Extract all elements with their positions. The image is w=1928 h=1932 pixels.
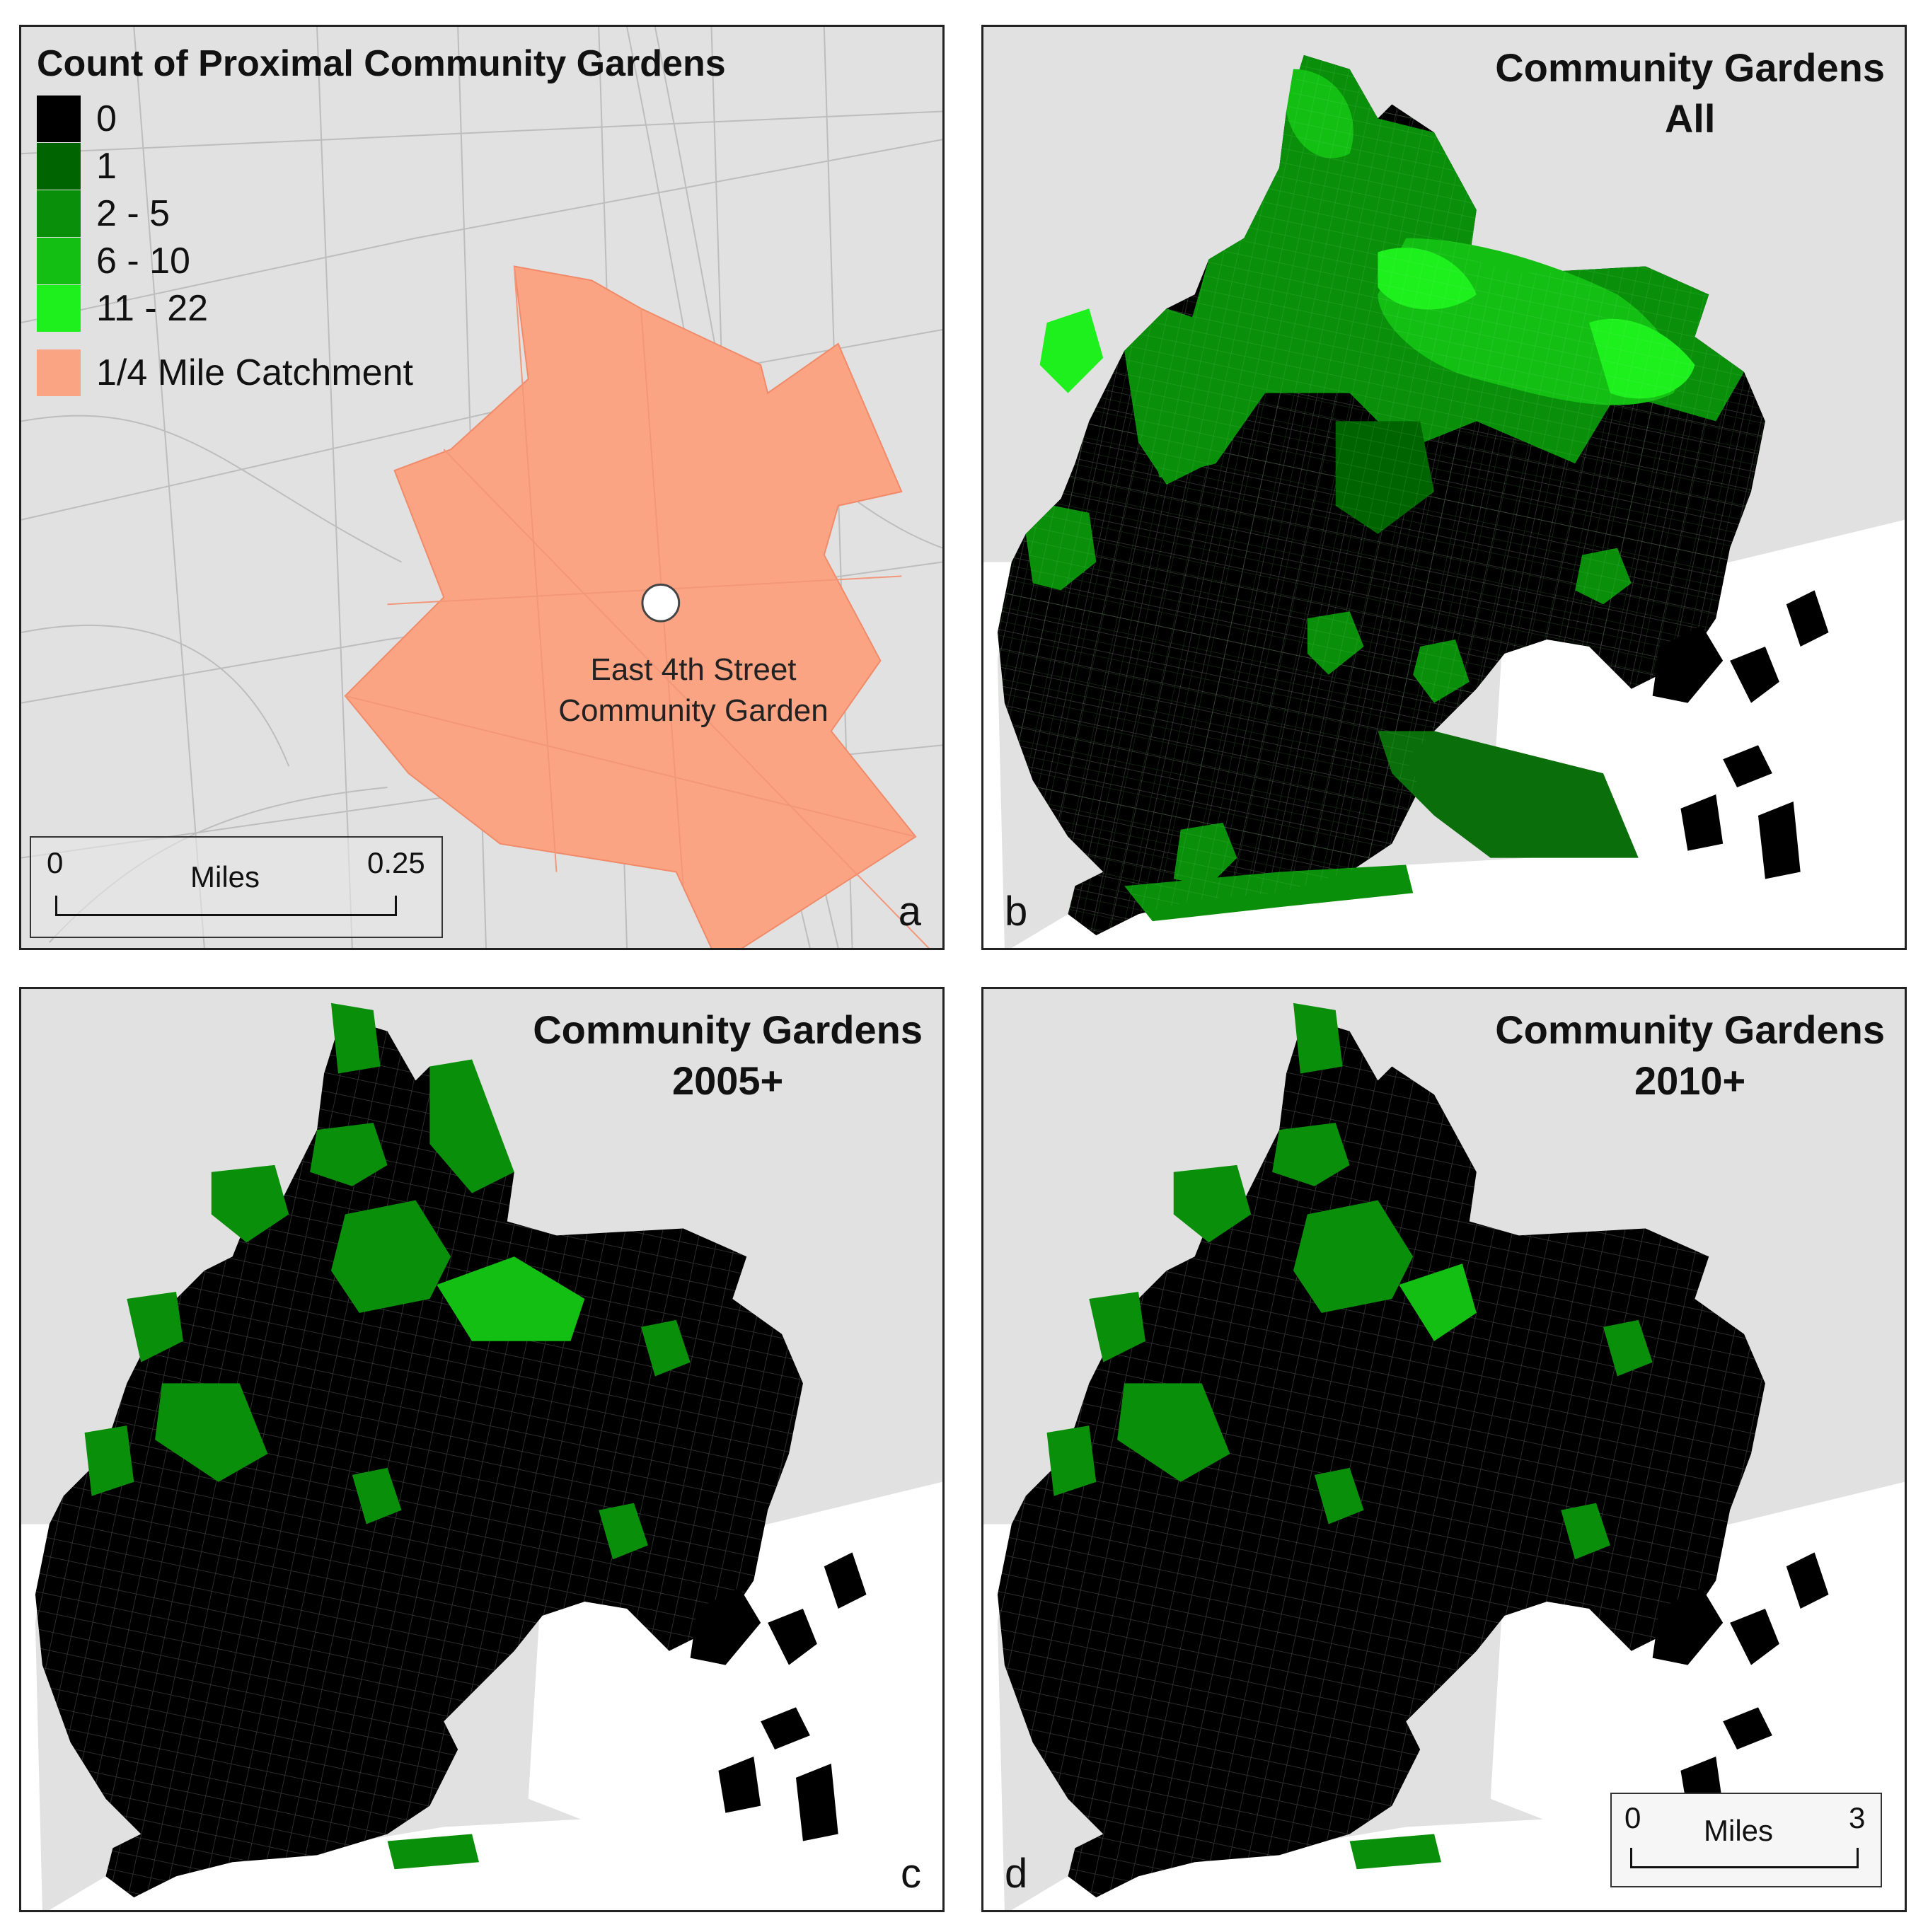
legend-swatch	[37, 237, 81, 284]
garden-label-line1: East 4th Street	[590, 652, 797, 687]
legend-label: 1	[96, 145, 117, 187]
legend-item-1: 1	[37, 142, 726, 190]
panel-d-map-2010: Community Gardens 2010+ 0 Miles 3 d	[981, 987, 1907, 1912]
legend-label: 1/4 Mile Catchment	[96, 352, 413, 393]
catchment-polygon	[344, 265, 917, 948]
panel-c-map-2005: Community Gardens 2005+ c	[19, 987, 945, 1912]
brooklyn-map	[983, 1002, 1905, 1910]
legend-label: 11 - 22	[96, 287, 209, 329]
panel-title: Community Gardens 2010+	[1495, 1005, 1885, 1106]
garden-proximity-zones	[1046, 1002, 1653, 1870]
panel-a-catchment-map: Count of Proximal Community Gardens 0 1 …	[19, 25, 945, 950]
scale-unit: Miles	[190, 860, 260, 893]
scale-start: 0	[47, 846, 64, 879]
legend-label: 2 - 5	[96, 192, 171, 234]
legend: Count of Proximal Community Gardens 0 1 …	[37, 42, 726, 396]
legend-item-3: 6 - 10	[37, 237, 726, 284]
panel-title: Community Gardens 2005+	[533, 1005, 923, 1106]
legend-item-catchment: 1/4 Mile Catchment	[37, 349, 726, 396]
brooklyn-map	[21, 1002, 942, 1910]
legend-item-4: 11 - 22	[37, 284, 726, 332]
legend-label: 6 - 10	[96, 240, 190, 282]
legend-swatch	[37, 349, 81, 396]
panel-letter: c	[901, 1851, 921, 1897]
panel-letter: d	[1005, 1851, 1028, 1897]
scale-start: 0	[1624, 1801, 1641, 1834]
panel-title-line1: Community Gardens	[1495, 45, 1885, 90]
panel-title-line2: 2005+	[671, 1058, 784, 1103]
jamaica-bay-islands	[1652, 590, 1829, 879]
legend-swatch	[37, 95, 81, 142]
scale-unit: Miles	[1704, 1814, 1774, 1847]
scale-end: 3	[1849, 1801, 1866, 1834]
panel-title: Community Gardens All	[1495, 42, 1885, 144]
garden-proximity-zones	[84, 1002, 691, 1870]
garden-proximity-zones	[997, 54, 1765, 936]
legend-swatch	[37, 284, 81, 332]
panel-letter: a	[898, 889, 921, 935]
legend-label: 0	[96, 98, 117, 139]
legend-item-2: 2 - 5	[37, 190, 726, 237]
legend-title: Count of Proximal Community Gardens	[37, 43, 726, 84]
garden-label: East 4th Street Community Garden	[481, 649, 906, 731]
legend-item-0: 0	[37, 95, 726, 142]
legend-swatch	[37, 142, 81, 190]
jamaica-bay-islands	[690, 1552, 867, 1841]
panel-title-line2: 2010+	[1634, 1058, 1746, 1103]
panel-title-line1: Community Gardens	[1495, 1007, 1885, 1052]
garden-marker	[641, 583, 681, 623]
garden-label-line2: Community Garden	[558, 693, 829, 728]
street-map	[21, 27, 942, 948]
panel-letter: b	[1005, 889, 1028, 935]
panel-title-line2: All	[1664, 96, 1716, 141]
panel-b-map-all: Community Gardens All b	[981, 25, 1907, 950]
panel-title-line1: Community Gardens	[533, 1007, 923, 1052]
scale-bar: 0 Miles 0.25	[30, 836, 443, 938]
scale-end: 0.25	[367, 846, 425, 879]
brooklyn-map	[983, 54, 1905, 948]
scale-bar: 0 Miles 3	[1610, 1793, 1882, 1887]
legend-swatch	[37, 190, 81, 237]
